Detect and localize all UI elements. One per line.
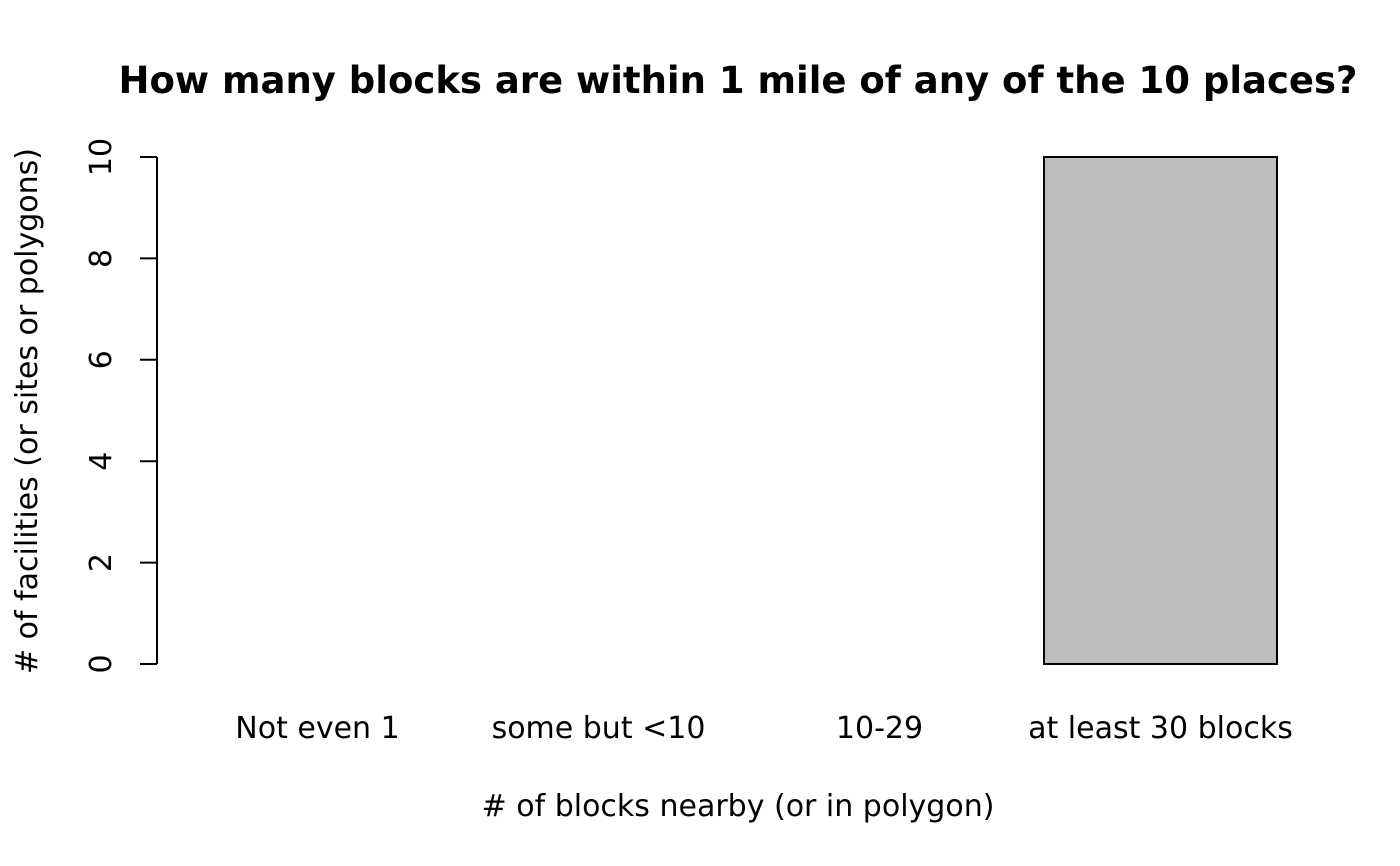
y-tick-label: 2	[84, 553, 119, 572]
y-tick-label: 6	[84, 350, 119, 369]
y-tick-label: 4	[84, 452, 119, 471]
bar-4	[1043, 156, 1278, 665]
chart-title: How many blocks are within 1 mile of any…	[119, 59, 1358, 102]
x-tick-label: some but <10	[492, 711, 706, 746]
bars	[1043, 156, 1278, 665]
y-tick-label: 10	[84, 138, 119, 176]
x-tick-label: Not even 1	[235, 711, 399, 746]
y-axis-ticks: 0 2 4 6 8 10	[84, 138, 157, 674]
x-tick-label: 10-29	[836, 711, 923, 746]
x-tick-label: at least 30 blocks	[1028, 711, 1293, 746]
y-axis-label: # of facilities (or sites or polygons)	[10, 148, 45, 674]
x-axis-label: # of blocks nearby (or in polygon)	[482, 789, 995, 824]
x-axis-tick-labels: Not even 1 some but <10 10-29 at least 30 b…	[235, 711, 1293, 746]
y-tick-label: 0	[84, 654, 119, 673]
y-tick-label: 8	[84, 249, 119, 268]
